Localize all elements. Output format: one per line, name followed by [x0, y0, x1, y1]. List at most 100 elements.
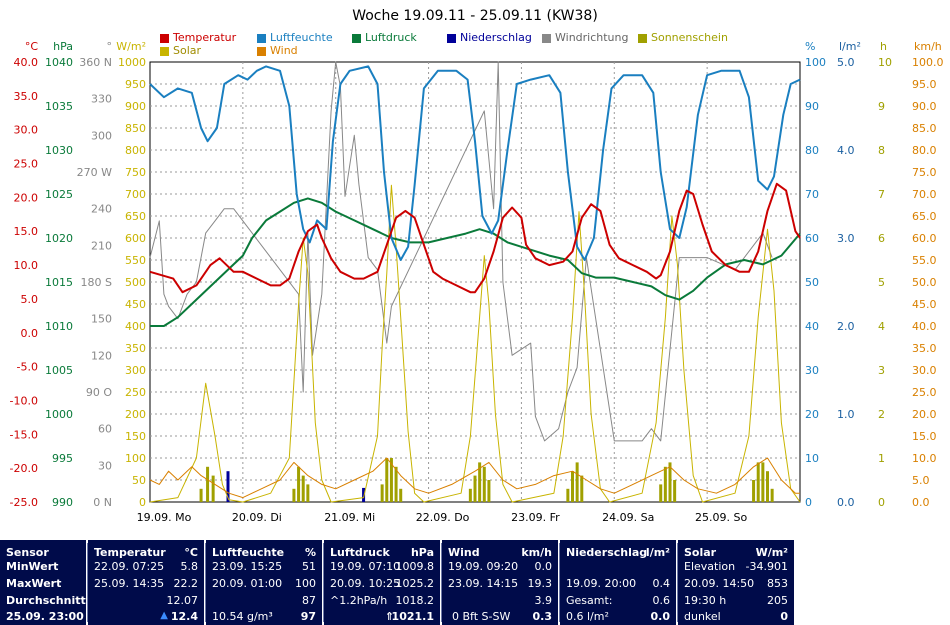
legend-label-temperatur: Temperatur	[173, 31, 237, 44]
axis-tick-label: 0	[878, 496, 885, 509]
axis-unit-right: %	[805, 40, 815, 53]
axis-tick-label: 2.0	[837, 320, 855, 333]
legend-swatch-temperatur	[160, 34, 169, 43]
x-tick-label: 19.09. Mo	[137, 511, 192, 524]
legend-label-windrichtung: Windrichtung	[555, 31, 629, 44]
axis-tick-label: 150	[91, 313, 112, 326]
pressure-unit: hPa	[410, 546, 434, 559]
x-tick-label: 20.09. Di	[232, 511, 282, 524]
axis-tick-label: 1010	[45, 320, 73, 333]
axis-tick-label: 1000	[118, 56, 146, 69]
axis-tick-label: -25.0	[10, 496, 38, 509]
bar-niederschlag	[226, 471, 230, 502]
temp-min-value: 5.8	[180, 560, 199, 573]
legend-swatch-niederschlag	[447, 34, 456, 43]
rain-total-value: 0.6	[652, 594, 671, 607]
wind-max-time: 23.09. 14:15	[448, 577, 519, 590]
temp-avg-value: 12.07	[166, 594, 199, 607]
axis-tick-label: 10.0	[912, 452, 937, 465]
solar-avg-value: 205	[767, 594, 788, 607]
axis-tick-label: 7	[878, 188, 885, 201]
bar-sonnenschein	[389, 458, 393, 502]
bar-sonnenschein	[292, 488, 296, 502]
rain-column: Niederschlag l/m² 19.09. 20:00 0.4 Gesamt:…	[560, 540, 676, 625]
x-tick-label: 25.09. So	[695, 511, 747, 524]
rain-max-value: 0.4	[652, 577, 671, 590]
axis-tick-label: 3	[878, 364, 885, 377]
legend-label-luftfeuchte: Luftfeuchte	[270, 31, 333, 44]
temp-max-value: 22.2	[173, 577, 199, 590]
axis-tick-label: 0	[139, 496, 146, 509]
solar-duration: 19:30 h	[684, 594, 727, 607]
axis-tick-label: 100	[805, 56, 826, 69]
bar-niederschlag	[362, 487, 366, 502]
wind-avg-value: 3.9	[534, 594, 553, 607]
axis-tick-label: 40.0	[14, 56, 39, 69]
axis-unit-right: h	[880, 40, 887, 53]
line-wind	[149, 457, 800, 499]
bar-sonnenschein	[673, 480, 677, 502]
pressure-trend-icon: ⇑	[384, 610, 394, 623]
axis-tick-label: 20.0	[912, 408, 937, 421]
solar-status: dunkel	[684, 610, 721, 623]
solar-max-value: 853	[767, 577, 788, 590]
axis-tick-label: 360 N	[79, 56, 112, 69]
axis-tick-label: 240	[91, 203, 112, 216]
axis-tick-label: 1005	[45, 364, 73, 377]
temp-min-time: 22.09. 07:25	[94, 560, 165, 573]
axis-tick-label: 95.0	[912, 78, 937, 91]
axis-tick-label: 45.0	[912, 298, 937, 311]
axis-tick-label: -20.0	[10, 462, 38, 475]
axis-unit-left: °C	[25, 40, 39, 53]
axis-tick-label: 10	[878, 56, 892, 69]
axis-tick-label: 1	[878, 452, 885, 465]
axis-tick-label: 180 S	[81, 276, 112, 289]
wind-min-value: 0.0	[534, 560, 553, 573]
axis-tick-label: 800	[125, 144, 146, 157]
axis-tick-label: 8	[878, 144, 885, 157]
axis-tick-label: 0.0	[21, 327, 39, 340]
axis-unit-left: hPa	[53, 40, 73, 53]
bar-sonnenschein	[571, 471, 574, 502]
axis-tick-label: 100.0	[912, 56, 944, 69]
bar-sonnenschein	[752, 480, 756, 502]
axis-tick-label: 500	[125, 276, 146, 289]
temp-current-value: 12.4	[170, 610, 198, 623]
axis-unit-left: °	[107, 40, 113, 53]
axis-tick-label: 450	[125, 298, 146, 311]
legend-swatch-wind	[257, 47, 266, 56]
axis-tick-label: 995	[52, 452, 73, 465]
hum-absolute: 10.54 g/m³	[212, 610, 273, 623]
axis-tick-label: 0 N	[93, 496, 112, 509]
legend-swatch-luftdruck	[352, 34, 361, 43]
bar-sonnenschein	[478, 462, 482, 502]
bar-sonnenschein	[301, 475, 305, 502]
axis-tick-label: 25.0	[14, 158, 39, 171]
axis-tick-label: 30.0	[912, 364, 937, 377]
axis-tick-label: -15.0	[10, 428, 38, 441]
weather-chart: Woche 19.09.11 - 25.09.11 (KW38) °C40.03…	[10, 8, 944, 524]
axis-tick-label: 30.0	[14, 124, 39, 137]
axis-tick-label: 40	[805, 320, 819, 333]
axis-tick-label: 50	[132, 474, 146, 487]
bar-sonnenschein	[211, 475, 215, 502]
legend-label-niederschlag: Niederschlag	[460, 31, 532, 44]
axis-tick-label: 1035	[45, 100, 73, 113]
bar-sonnenschein	[575, 462, 579, 502]
axis-tick-label: 1025	[45, 188, 73, 201]
bar-sonnenschein	[663, 466, 667, 502]
line-windrichtung	[149, 61, 773, 442]
legend-swatch-sonnenschein	[638, 34, 647, 43]
pressure-column: Luftdruck hPa 19.09. 07:10 1009.8 20.09. 1…	[324, 540, 440, 625]
axis-tick-label: 1020	[45, 232, 73, 245]
axis-tick-label: 10	[805, 452, 819, 465]
press-min-time: 19.09. 07:10	[330, 560, 401, 573]
press-max-value: 1025.2	[395, 577, 435, 590]
rain-unit: l/m²	[645, 546, 670, 559]
bar-sonnenschein	[487, 480, 491, 502]
solar-header: Solar	[684, 546, 717, 559]
axis-tick-label: 5.0	[912, 474, 930, 487]
bar-sonnenschein	[766, 471, 769, 502]
axis-tick-label: 85.0	[912, 122, 937, 135]
bar-sonnenschein	[399, 488, 403, 502]
